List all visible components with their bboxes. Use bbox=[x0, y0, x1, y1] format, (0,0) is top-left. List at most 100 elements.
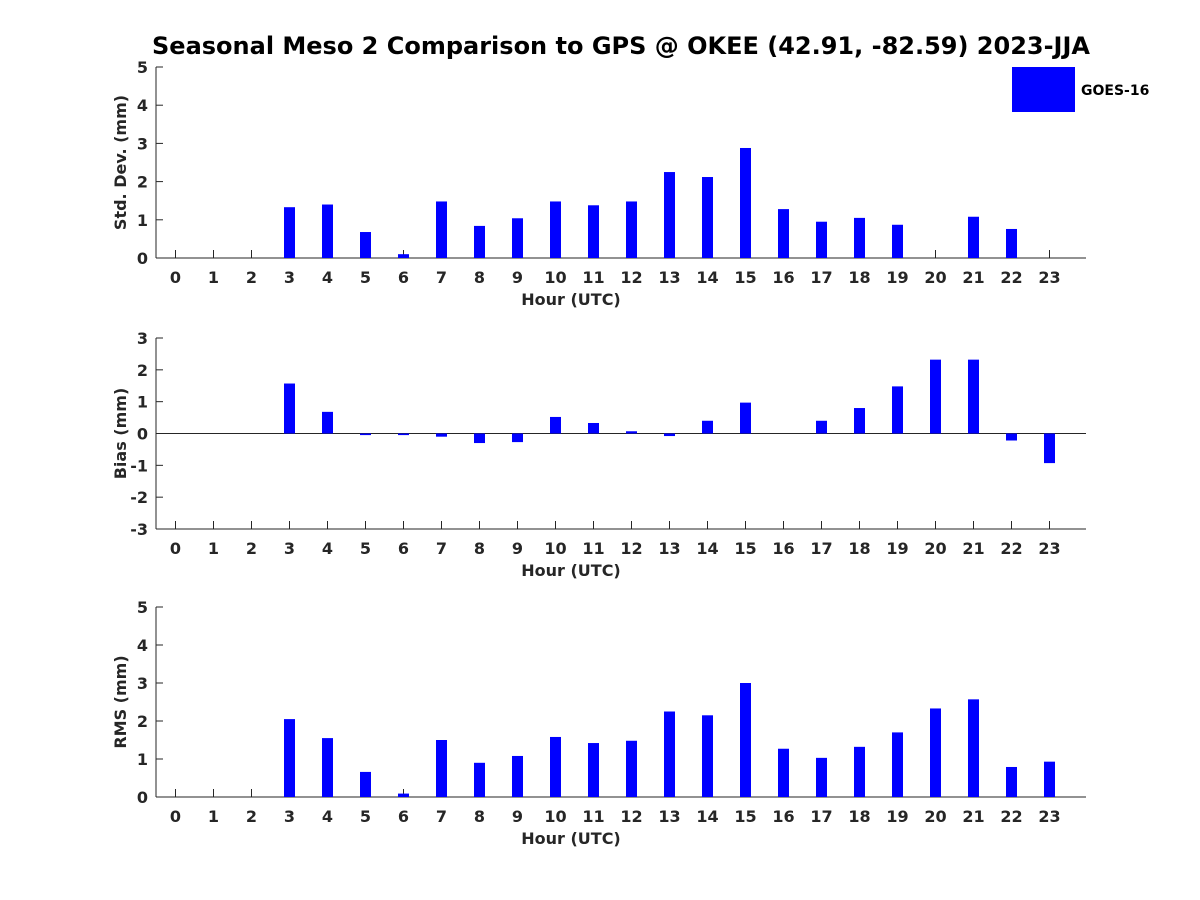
bar bbox=[360, 771, 371, 797]
bar bbox=[436, 433, 447, 437]
bar bbox=[816, 420, 827, 434]
legend: GOES-16 bbox=[1012, 67, 1149, 112]
bar bbox=[512, 433, 523, 443]
x-tick-label: 13 bbox=[658, 268, 680, 287]
x-tick-label: 3 bbox=[284, 268, 295, 287]
bar bbox=[702, 177, 713, 258]
x-tick-label: 13 bbox=[658, 539, 680, 558]
x-tick-label: 8 bbox=[474, 807, 485, 826]
x-tick-label: 12 bbox=[620, 807, 642, 826]
y-tick-label: 2 bbox=[137, 361, 148, 380]
y-tick-label: 4 bbox=[137, 636, 148, 655]
x-tick-label: 16 bbox=[772, 807, 794, 826]
y-tick-label: 4 bbox=[137, 96, 148, 115]
x-tick-label: 4 bbox=[322, 539, 333, 558]
x-tick-label: 15 bbox=[734, 268, 756, 287]
bar bbox=[474, 225, 485, 258]
x-tick-label: 1 bbox=[208, 268, 219, 287]
bar bbox=[1006, 228, 1017, 258]
y-tick-label: 3 bbox=[137, 674, 148, 693]
bar bbox=[1044, 761, 1055, 797]
bar bbox=[398, 254, 409, 258]
bar bbox=[892, 732, 903, 797]
x-tick-label: 9 bbox=[512, 539, 523, 558]
y-tick-label: 0 bbox=[137, 425, 148, 444]
x-tick-label: 16 bbox=[772, 268, 794, 287]
x-tick-label: 7 bbox=[436, 268, 447, 287]
bar bbox=[550, 736, 561, 797]
legend-swatch bbox=[1012, 67, 1075, 112]
legend-label: GOES-16 bbox=[1081, 83, 1149, 99]
x-tick-label: 14 bbox=[696, 268, 718, 287]
x-tick-label: 14 bbox=[696, 807, 718, 826]
x-tick-label: 23 bbox=[1038, 539, 1060, 558]
x-tick-label: 7 bbox=[436, 539, 447, 558]
x-tick-label: 13 bbox=[658, 807, 680, 826]
x-tick-label: 5 bbox=[360, 539, 371, 558]
bar bbox=[892, 386, 903, 434]
x-tick-label: 19 bbox=[886, 268, 908, 287]
bar bbox=[512, 218, 523, 258]
x-tick-label: 9 bbox=[512, 268, 523, 287]
x-tick-label: 21 bbox=[962, 268, 984, 287]
y-tick-label: 1 bbox=[137, 750, 148, 769]
y-axis-label: RMS (mm) bbox=[111, 655, 130, 748]
x-tick-label: 3 bbox=[284, 539, 295, 558]
bar bbox=[550, 201, 561, 258]
x-tick-label: 20 bbox=[924, 807, 946, 826]
bar bbox=[664, 433, 675, 437]
bar bbox=[854, 746, 865, 797]
bar bbox=[398, 793, 409, 797]
x-tick-label: 17 bbox=[810, 807, 832, 826]
bar bbox=[930, 708, 941, 797]
bar bbox=[474, 433, 485, 444]
bar bbox=[1044, 433, 1055, 464]
x-tick-label: 17 bbox=[810, 268, 832, 287]
bar bbox=[816, 221, 827, 258]
y-tick-label: -3 bbox=[130, 520, 148, 539]
x-tick-label: 4 bbox=[322, 268, 333, 287]
bar bbox=[664, 172, 675, 258]
x-axis-label: Hour (UTC) bbox=[521, 290, 621, 309]
x-tick-label: 22 bbox=[1000, 268, 1022, 287]
bar bbox=[588, 422, 599, 434]
x-tick-label: 15 bbox=[734, 539, 756, 558]
y-tick-label: 2 bbox=[137, 173, 148, 192]
bar bbox=[284, 207, 295, 258]
bar bbox=[474, 762, 485, 797]
x-tick-label: 2 bbox=[246, 807, 257, 826]
x-tick-label: 7 bbox=[436, 807, 447, 826]
bar bbox=[968, 699, 979, 797]
bar bbox=[626, 431, 637, 434]
y-tick-label: 1 bbox=[137, 393, 148, 412]
bar bbox=[512, 755, 523, 797]
x-tick-label: 17 bbox=[810, 539, 832, 558]
x-tick-label: 20 bbox=[924, 268, 946, 287]
x-tick-label: 21 bbox=[962, 807, 984, 826]
chart-title: Seasonal Meso 2 Comparison to GPS @ OKEE… bbox=[152, 32, 1090, 60]
x-tick-label: 18 bbox=[848, 539, 870, 558]
x-tick-label: 1 bbox=[208, 539, 219, 558]
bar bbox=[1006, 766, 1017, 797]
x-tick-label: 14 bbox=[696, 539, 718, 558]
bar bbox=[360, 433, 371, 436]
bar bbox=[664, 711, 675, 797]
y-tick-label: 3 bbox=[137, 329, 148, 348]
y-tick-label: 3 bbox=[137, 134, 148, 153]
bar bbox=[1006, 433, 1017, 441]
bar bbox=[550, 416, 561, 434]
bar bbox=[968, 359, 979, 434]
bar bbox=[284, 383, 295, 434]
bar bbox=[702, 420, 713, 434]
bar bbox=[626, 740, 637, 797]
x-tick-label: 8 bbox=[474, 268, 485, 287]
x-tick-label: 0 bbox=[170, 807, 181, 826]
y-tick-label: 2 bbox=[137, 712, 148, 731]
x-tick-label: 18 bbox=[848, 268, 870, 287]
bar bbox=[284, 719, 295, 797]
bar bbox=[588, 205, 599, 258]
bar bbox=[854, 217, 865, 258]
y-axis-label: Std. Dev. (mm) bbox=[111, 95, 130, 230]
x-tick-label: 12 bbox=[620, 539, 642, 558]
x-tick-label: 6 bbox=[398, 268, 409, 287]
